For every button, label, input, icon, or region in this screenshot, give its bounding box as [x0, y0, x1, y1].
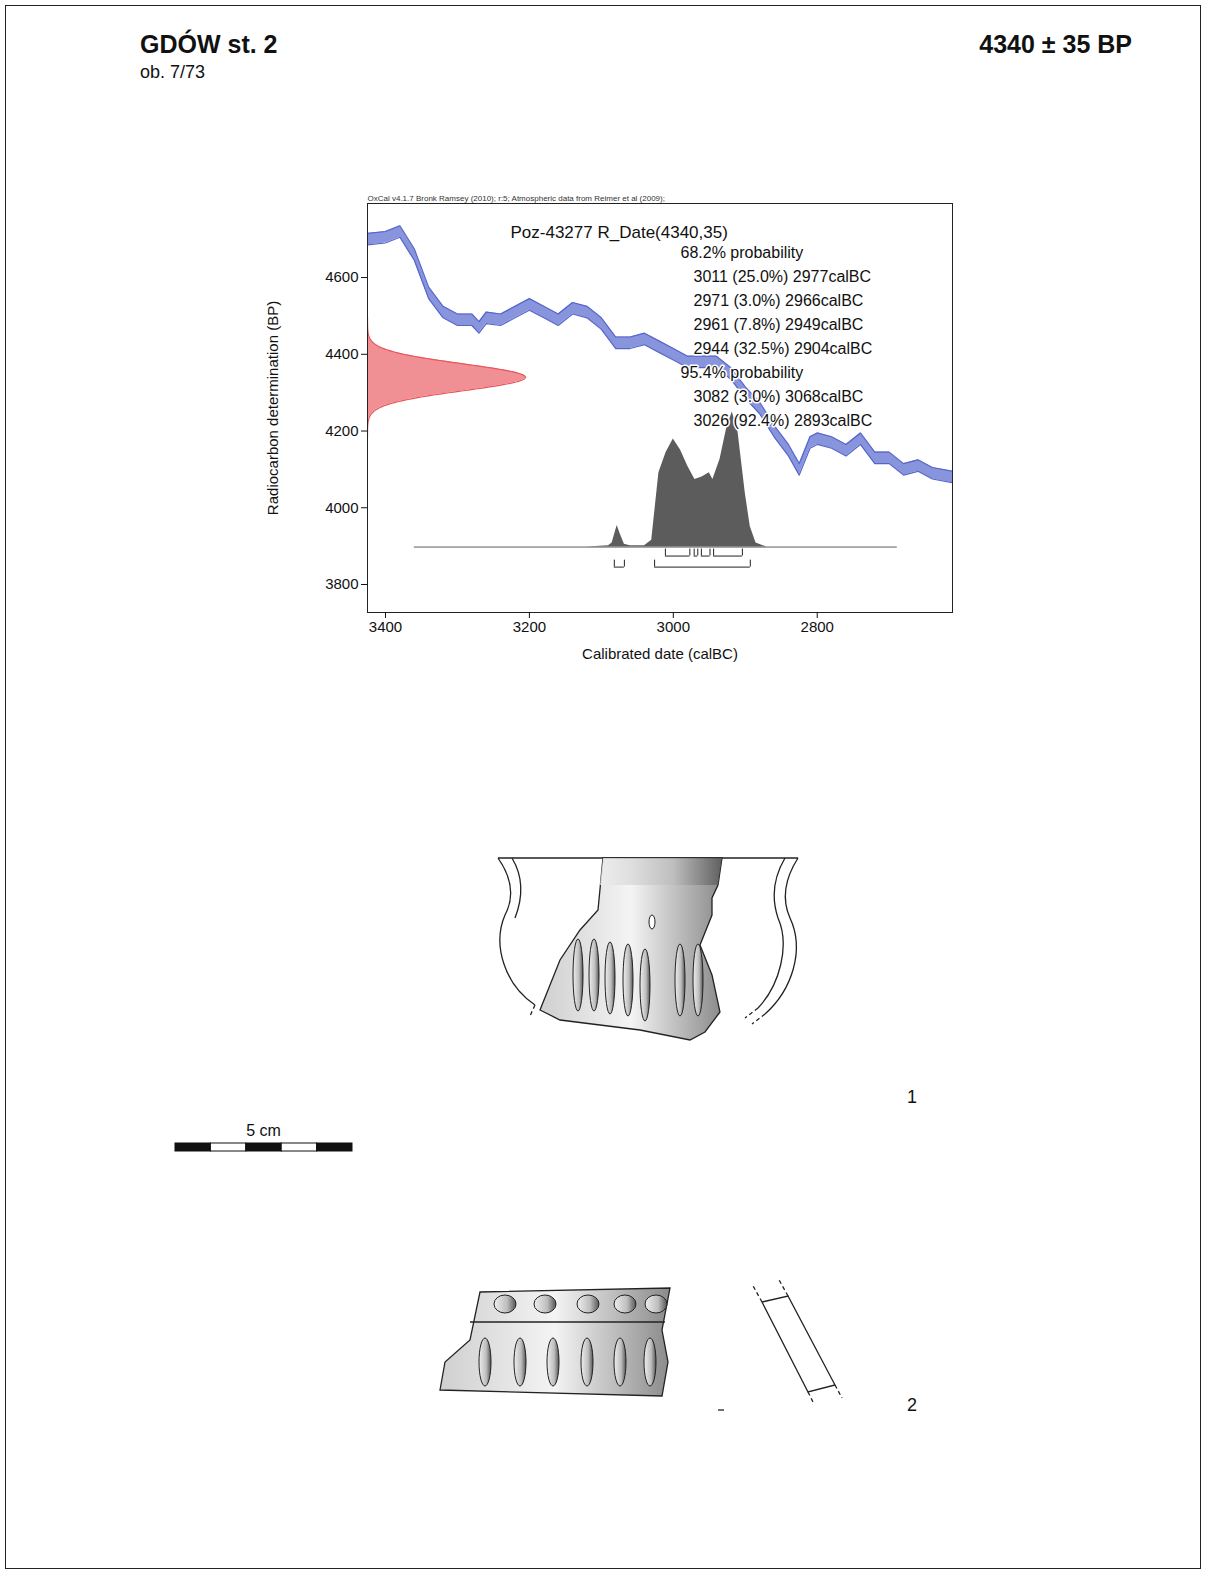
svg-text:68.2% probability: 68.2% probability	[681, 244, 804, 261]
svg-text:2971 (3.0%) 2966calBC: 2971 (3.0%) 2966calBC	[694, 292, 864, 309]
svg-text:Calibrated date (calBC): Calibrated date (calBC)	[582, 645, 738, 662]
svg-text:Radiocarbon determination (BP): Radiocarbon determination (BP)	[264, 301, 281, 515]
svg-text:3000: 3000	[657, 618, 690, 635]
svg-text:2944 (32.5%) 2904calBC: 2944 (32.5%) 2904calBC	[694, 340, 873, 357]
svg-text:3800: 3800	[325, 575, 358, 592]
svg-text:3082 (3.0%) 3068calBC: 3082 (3.0%) 3068calBC	[694, 388, 864, 405]
svg-text:3400: 3400	[369, 618, 402, 635]
svg-text:4400: 4400	[325, 345, 358, 362]
svg-text:4600: 4600	[325, 268, 358, 285]
svg-text:2800: 2800	[801, 618, 834, 635]
svg-text:4200: 4200	[325, 422, 358, 439]
svg-text:3011 (25.0%) 2977calBC: 3011 (25.0%) 2977calBC	[694, 268, 872, 285]
svg-text:2: 2	[907, 1395, 917, 1415]
svg-text:95.4% probability: 95.4% probability	[681, 364, 804, 381]
svg-text:3026 (92.4%) 2893calBC: 3026 (92.4%) 2893calBC	[694, 412, 873, 429]
svg-text:3200: 3200	[513, 618, 546, 635]
svg-text:2961 (7.8%) 2949calBC: 2961 (7.8%) 2949calBC	[694, 316, 864, 333]
svg-text:1: 1	[907, 1087, 917, 1107]
html-text:GDÓW st. 2: GDÓW st. 2	[140, 30, 278, 58]
svg-text:4000: 4000	[325, 499, 358, 516]
svg-text:Poz-43277 R_Date(4340,35): Poz-43277 R_Date(4340,35)	[511, 223, 728, 242]
svg-text:5 cm: 5 cm	[246, 1122, 281, 1139]
svg-text:OxCal v4.1.7 Bronk Ramsey (201: OxCal v4.1.7 Bronk Ramsey (2010); r:5; A…	[368, 194, 665, 203]
html-text:ob. 7/73: ob. 7/73	[140, 62, 206, 82]
html-text:4340 ± 35 BP: 4340 ± 35 BP	[979, 30, 1132, 58]
